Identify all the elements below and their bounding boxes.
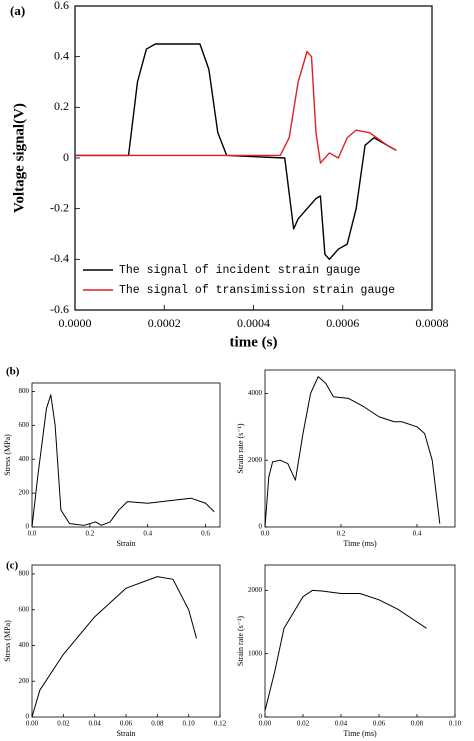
x-axis-label: Strain <box>116 729 135 738</box>
x-tick-label: 0.0 <box>261 530 270 538</box>
y-axis-label: Strain rate (s⁻¹) <box>236 616 245 666</box>
y-tick-label: 0 <box>26 713 30 721</box>
y-tick-label: 0.4 <box>54 48 69 62</box>
x-tick-label: 0.4 <box>143 530 152 538</box>
data-line <box>75 43 397 261</box>
y-axis-label: Stress (MPa) <box>3 620 12 662</box>
data-line <box>264 589 427 711</box>
legend-label: The signal of transimission strain gauge <box>119 284 395 297</box>
x-tick-label: 0.10 <box>449 720 462 728</box>
y-tick-label: 800 <box>19 387 30 395</box>
x-tick-label: 0.0008 <box>416 316 449 330</box>
y-tick-label: 0 <box>259 713 263 721</box>
panel-label: (a) <box>10 3 25 18</box>
y-axis-label: Voltage signal(V) <box>11 103 27 213</box>
y-tick-label: 600 <box>19 421 30 429</box>
y-tick-label: -0.2 <box>50 200 69 214</box>
x-tick-label: 0.0006 <box>326 316 359 330</box>
y-tick-label: 200 <box>19 489 30 497</box>
y-tick-label: 2000 <box>248 586 263 594</box>
x-tick-label: 0.02 <box>57 720 70 728</box>
x-tick-label: 0.00 <box>26 720 39 728</box>
x-tick-label: 0.06 <box>120 720 133 728</box>
panel-label: (b) <box>6 366 20 378</box>
data-line <box>31 394 215 528</box>
x-tick-label: 0.2 <box>85 530 94 538</box>
y-tick-label: -0.4 <box>50 251 69 265</box>
y-axis-label: Strain rate (s⁻¹) <box>236 423 245 473</box>
x-tick-label: 0.0 <box>28 530 37 538</box>
x-tick-label: 0.0000 <box>59 316 92 330</box>
plot-frame <box>264 564 456 718</box>
x-tick-label: 0.06 <box>373 720 386 728</box>
y-tick-label: 2000 <box>248 456 263 464</box>
plot-frame <box>264 369 456 528</box>
x-axis-label: Time (ms) <box>343 729 377 738</box>
x-tick-label: 0.04 <box>335 720 348 728</box>
x-tick-label: 0.6 <box>201 530 210 538</box>
data-line <box>31 576 197 718</box>
y-tick-label: -0.6 <box>50 302 69 316</box>
y-axis-label: Stress (MPa) <box>3 434 12 476</box>
x-tick-label: 0.2 <box>337 530 346 538</box>
x-axis-label: Strain <box>116 539 135 548</box>
data-line <box>264 376 441 528</box>
x-tick-label: 0.0002 <box>148 316 181 330</box>
legend-label: The signal of incident strain gauge <box>119 264 361 277</box>
x-tick-label: 0.12 <box>214 720 227 728</box>
x-axis-label: Time (ms) <box>343 539 377 548</box>
x-tick-label: 0.00 <box>259 720 272 728</box>
x-tick-label: 0.0004 <box>237 316 270 330</box>
y-tick-label: 1000 <box>248 649 263 657</box>
panel-label: (c) <box>6 560 19 572</box>
x-tick-label: 0.08 <box>411 720 424 728</box>
y-tick-label: 0.2 <box>54 99 69 113</box>
x-tick-label: 0.02 <box>297 720 310 728</box>
y-tick-label: 0.6 <box>54 0 69 12</box>
y-tick-label: 400 <box>19 455 30 463</box>
y-tick-label: 800 <box>19 570 30 578</box>
y-tick-label: 4000 <box>248 389 263 397</box>
x-tick-label: 0.10 <box>183 720 196 728</box>
y-tick-label: 0 <box>259 523 263 531</box>
y-tick-label: 0 <box>63 150 69 164</box>
x-axis-label: time (s) <box>230 334 278 350</box>
x-tick-label: 0.04 <box>89 720 102 728</box>
plot-frame <box>31 382 221 528</box>
y-tick-label: 400 <box>19 641 30 649</box>
y-tick-label: 600 <box>19 605 30 613</box>
y-tick-label: 200 <box>19 677 30 685</box>
x-tick-label: 0.4 <box>413 530 422 538</box>
data-line <box>75 50 397 164</box>
x-tick-label: 0.08 <box>151 720 164 728</box>
y-tick-label: 0 <box>26 523 30 531</box>
